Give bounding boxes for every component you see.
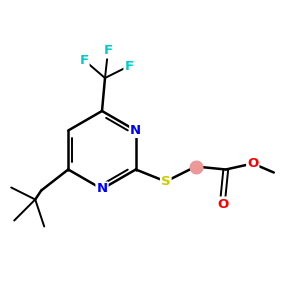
Text: O: O (247, 157, 258, 170)
Text: N: N (130, 124, 141, 137)
Text: F: F (103, 44, 112, 58)
Text: S: S (161, 175, 171, 188)
Text: N: N (96, 182, 108, 196)
Text: O: O (217, 197, 228, 211)
Text: F: F (124, 59, 134, 73)
Text: F: F (80, 53, 88, 67)
